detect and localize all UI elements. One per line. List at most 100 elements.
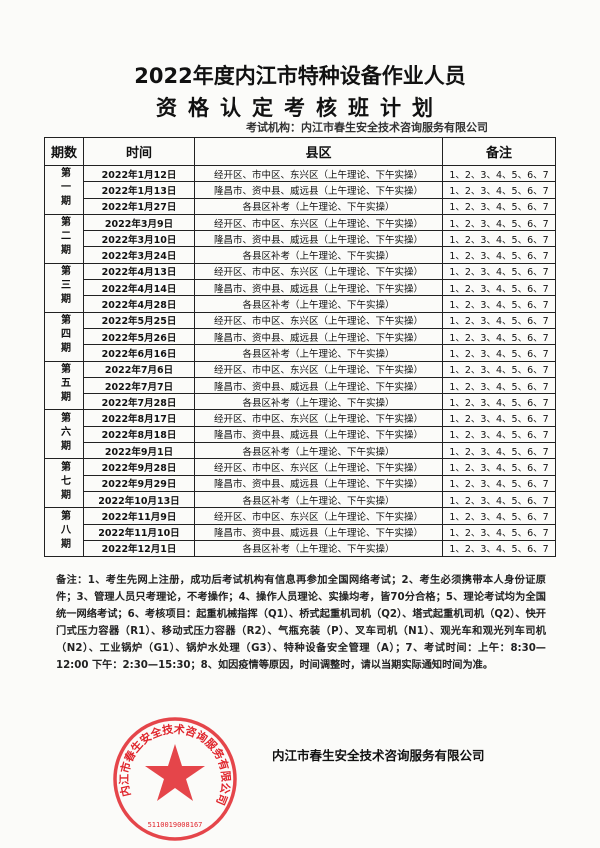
note-cell: 1、2、3、4、5、6、7 <box>442 246 556 264</box>
note-cell: 1、2、3、4、5、6、7 <box>442 507 556 525</box>
date-cell: 2022年6月16日 <box>83 344 195 362</box>
date-cell: 2022年1月13日 <box>83 181 195 199</box>
header-note: 备注 <box>442 137 556 166</box>
table-row: 第三期 2022年4月13日 经开区、市中区、东兴区（上午理论、下午实操） 1、2、3… <box>44 262 556 313</box>
note-cell: 1、2、3、4、5、6、7 <box>442 262 556 281</box>
note-cell: 1、2、3、4、5、6、7 <box>442 523 556 541</box>
note-cell: 1、2、3、4、5、6、7 <box>442 393 556 411</box>
note-cell: 1、2、3、4、5、6、7 <box>442 164 556 183</box>
date-cell: 2022年7月7日 <box>83 376 195 395</box>
note-cell: 1、2、3、4、5、6、7 <box>442 458 556 476</box>
area-cell: 各县区补考（上午理论、下午实操） <box>194 490 443 509</box>
date-cell: 2022年8月18日 <box>83 425 195 444</box>
period-label: 第三期 <box>58 265 70 308</box>
area-cell: 隆昌市、资中县、威远县（上午理论、下午实操） <box>194 376 443 395</box>
table-row: 2022年3月10日 隆昌市、资中县、威远县（上午理论、下午实操） 1、2、3、4、… <box>45 230 556 248</box>
table-row: 2022年4月28日 各县区补考（上午理论、下午实操） 1、2、3、4、5、6、7 <box>45 295 556 313</box>
official-seal: 内江市春生安全技术咨询服务有限公司 5110019008167 <box>113 717 237 841</box>
date-cell: 2022年9月28日 <box>83 458 195 476</box>
note-cell: 1、2、3、4、5、6、7 <box>442 425 556 444</box>
note-cell: 1、2、3、4、5、6、7 <box>442 490 556 509</box>
table-row: 第四期 2022年5月25日 经开区、市中区、东兴区（上午理论、下午实操） 1、2、3… <box>44 311 556 362</box>
header-area: 县区 <box>194 137 443 166</box>
period-label: 第五期 <box>58 363 70 405</box>
area-cell: 隆昌市、资中县、威远县（上午理论、下午实操） <box>194 279 443 297</box>
period-label: 第六期 <box>58 411 70 454</box>
date-cell: 2022年3月24日 <box>83 246 195 264</box>
note-cell: 1、2、3、4、5、6、7 <box>442 409 556 427</box>
table-row: 第八期 2022年11月9日 经开区、市中区、东兴区（上午理论、下午实操） 1、2、3… <box>44 507 556 558</box>
table-row: 2022年1月27日 各县区补考（上午理论、下午实操） 1、2、3、4、5、6、7 <box>45 197 556 215</box>
schedule-table: 期数 时间 县区 备注 第一期 2022年1月12日 经开区、市中区、东兴区（上午理… <box>44 137 556 558</box>
date-cell: 2022年4月13日 <box>83 262 195 281</box>
note-cell: 1、2、3、4、5、6、7 <box>442 376 556 395</box>
date-cell: 2022年5月25日 <box>83 311 195 329</box>
period-cell: 第二期 <box>44 213 84 264</box>
area-cell: 经开区、市中区、东兴区（上午理论、下午实操） <box>194 409 443 427</box>
organizer: 考试机构：内江市春生安全技术咨询服务有限公司 <box>246 121 488 134</box>
table-row: 2022年1月13日 隆昌市、资中县、威远县（上午理论、下午实操） 1、2、3、4、… <box>45 181 556 199</box>
date-cell: 2022年1月12日 <box>83 164 195 183</box>
period-cell: 第一期 <box>44 165 84 215</box>
header-period: 期数 <box>44 137 84 166</box>
area-cell: 隆昌市、资中县、威远县（上午理论、下午实操） <box>194 327 443 346</box>
area-cell: 隆昌市、资中县、威远县（上午理论、下午实操） <box>194 230 443 248</box>
area-cell: 隆昌市、资中县、威远县（上午理论、下午实操） <box>194 181 443 199</box>
date-cell: 2022年1月27日 <box>83 197 195 215</box>
note-cell: 1、2、3、4、5、6、7 <box>442 181 556 199</box>
date-cell: 2022年7月28日 <box>83 393 195 411</box>
note-cell: 1、2、3、4、5、6、7 <box>442 360 556 378</box>
area-cell: 各县区补考（上午理论、下午实操） <box>194 344 443 362</box>
table-row: 第一期 2022年1月12日 经开区、市中区、东兴区（上午理论、下午实操） 1、2、3… <box>44 164 556 215</box>
table-row: 第五期 2022年7月6日 经开区、市中区、东兴区（上午理论、下午实操） 1、2、3、… <box>44 360 556 411</box>
area-cell: 经开区、市中区、东兴区（上午理论、下午实操） <box>194 262 443 281</box>
note-cell: 1、2、3、4、5、6、7 <box>442 295 556 313</box>
area-cell: 各县区补考（上午理论、下午实操） <box>194 246 443 264</box>
area-cell: 各县区补考（上午理论、下午实操） <box>194 295 443 313</box>
area-cell: 隆昌市、资中县、威远县（上午理论、下午实操） <box>194 523 443 541</box>
table-row: 2022年3月24日 各县区补考（上午理论、下午实操） 1、2、3、4、5、6、7 <box>45 246 556 264</box>
date-cell: 2022年3月9日 <box>83 213 195 232</box>
header-date: 时间 <box>83 137 195 166</box>
date-cell: 2022年8月17日 <box>83 409 195 427</box>
note-cell: 1、2、3、4、5、6、7 <box>442 311 556 329</box>
date-cell: 2022年3月10日 <box>83 230 195 248</box>
date-cell: 2022年9月1日 <box>83 442 195 460</box>
date-cell: 2022年9月29日 <box>83 474 195 492</box>
table-row: 2022年10月13日 各县区补考（上午理论、下午实操） 1、2、3、4、5、6、7 <box>45 490 556 509</box>
area-cell: 隆昌市、资中县、威远县（上午理论、下午实操） <box>194 425 443 444</box>
area-cell: 各县区补考（上午理论、下午实操） <box>194 393 443 411</box>
area-cell: 各县区补考（上午理论、下午实操） <box>194 442 443 460</box>
table-row: 第六期 2022年8月17日 经开区、市中区、东兴区（上午理论、下午实操） 1、2、3… <box>44 409 556 460</box>
note-cell: 1、2、3、4、5、6、7 <box>442 344 556 362</box>
table-row: 2022年8月18日 隆昌市、资中县、威远县（上午理论、下午实操） 1、2、3、4、… <box>45 425 556 444</box>
table-row: 2022年9月29日 隆昌市、资中县、威远县（上午理论、下午实操） 1、2、3、4、… <box>45 474 556 492</box>
period-label: 第一期 <box>58 167 70 210</box>
table-row: 2022年9月1日 各县区补考（上午理论、下午实操） 1、2、3、4、5、6、7 <box>45 442 556 460</box>
star-icon <box>145 744 205 801</box>
table-row: 2022年7月7日 隆昌市、资中县、威远县（上午理论、下午实操） 1、2、3、4、5… <box>45 376 556 395</box>
area-cell: 经开区、市中区、东兴区（上午理论、下午实操） <box>194 164 443 183</box>
period-cell: 第三期 <box>44 262 84 313</box>
date-cell: 2022年4月28日 <box>83 295 195 313</box>
date-cell: 2022年7月6日 <box>83 360 195 378</box>
area-cell: 经开区、市中区、东兴区（上午理论、下午实操） <box>194 311 443 329</box>
area-cell: 经开区、市中区、东兴区（上午理论、下午实操） <box>194 360 443 378</box>
period-cell: 第五期 <box>44 360 84 411</box>
table-row: 2022年6月16日 各县区补考（上午理论、下午实操） 1、2、3、4、5、6、7 <box>45 344 556 362</box>
period-cell: 第八期 <box>44 507 84 558</box>
table-row: 2022年4月14日 隆昌市、资中县、威远县（上午理论、下午实操） 1、2、3、4、… <box>45 279 556 297</box>
note-cell: 1、2、3、4、5、6、7 <box>442 327 556 346</box>
note-cell: 1、2、3、4、5、6、7 <box>442 197 556 215</box>
date-cell: 2022年10月13日 <box>83 490 195 509</box>
area-cell: 各县区补考（上午理论、下午实操） <box>194 539 443 558</box>
note-cell: 1、2、3、4、5、6、7 <box>442 442 556 460</box>
table-row: 2022年11月10日 隆昌市、资中县、威远县（上午理论、下午实操） 1、2、3、4… <box>45 523 556 541</box>
period-cell: 第六期 <box>44 409 84 460</box>
area-cell: 隆昌市、资中县、威远县（上午理论、下午实操） <box>194 474 443 492</box>
period-label: 第二期 <box>58 216 70 259</box>
document-title-line2: 资格认定考核班计划 <box>156 96 444 120</box>
note-cell: 1、2、3、4、5、6、7 <box>442 539 556 558</box>
period-label: 第八期 <box>58 509 70 552</box>
area-cell: 经开区、市中区、东兴区（上午理论、下午实操） <box>194 458 443 476</box>
